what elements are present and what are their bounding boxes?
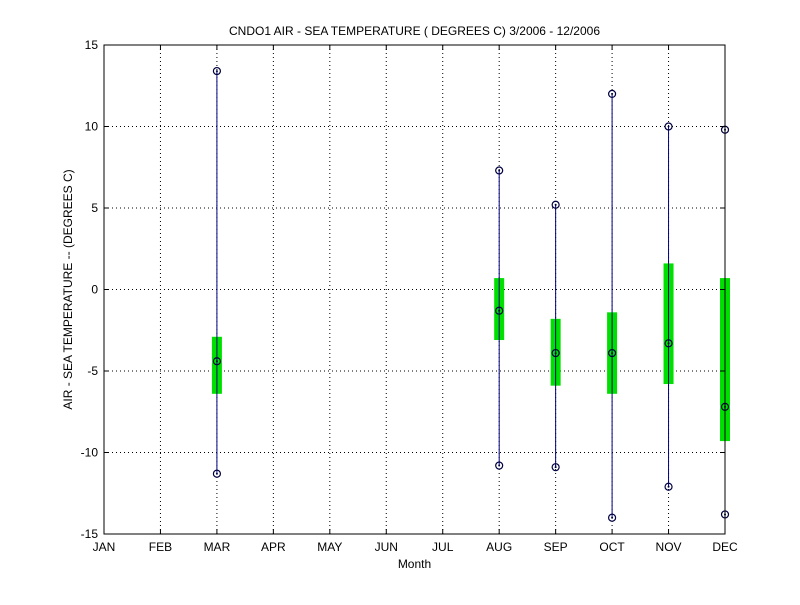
- y-tick-label: 5: [91, 201, 98, 215]
- min-marker-dot: [554, 466, 557, 469]
- y-tick-label: -5: [87, 364, 98, 378]
- y-axis-label: AIR - SEA TEMPERATURE -- (DEGREES C): [61, 169, 75, 409]
- x-axis-label: Month: [398, 557, 431, 571]
- max-marker-dot: [215, 70, 218, 73]
- median-marker-dot: [498, 309, 501, 312]
- median-marker-dot: [554, 352, 557, 355]
- x-tick-label: MAR: [204, 540, 231, 554]
- max-marker-dot: [554, 203, 557, 206]
- min-marker: [664, 482, 673, 491]
- x-tick-label: APR: [261, 540, 286, 554]
- boxplot-series: [211, 66, 730, 522]
- max-marker: [551, 200, 560, 209]
- chart-title: CNDO1 AIR - SEA TEMPERATURE ( DEGREES C)…: [229, 24, 600, 38]
- max-marker-dot: [498, 169, 501, 172]
- x-tick-label: JAN: [93, 540, 116, 554]
- max-marker: [664, 122, 673, 131]
- min-marker-dot: [611, 516, 614, 519]
- x-tick-label: OCT: [599, 540, 625, 554]
- ticks: JAN FEB MAR APR MAY JUN JUL AUG SEP OCT NOV DEC -15 -…: [81, 38, 738, 554]
- median-marker: [212, 357, 222, 366]
- x-tick-label: JUN: [375, 540, 398, 554]
- x-tick-label: DEC: [712, 540, 738, 554]
- x-tick-label: JUL: [432, 540, 454, 554]
- median-marker: [664, 339, 673, 348]
- y-tick-label: 15: [85, 38, 99, 52]
- max-marker: [495, 166, 504, 175]
- max-marker: [607, 89, 617, 99]
- median-marker: [495, 306, 504, 315]
- max-marker-dot: [667, 125, 670, 128]
- median-marker: [607, 348, 617, 358]
- grid: [104, 45, 725, 534]
- min-marker-dot: [667, 485, 670, 488]
- x-tick-label: AUG: [486, 540, 512, 554]
- min-marker: [551, 463, 560, 472]
- median-marker-dot: [667, 342, 670, 345]
- min-marker: [495, 461, 504, 470]
- y-tick-label: 10: [85, 120, 99, 134]
- x-tick-label: MAY: [317, 540, 342, 554]
- y-tick-label: -10: [81, 446, 99, 460]
- median-marker-dot: [611, 352, 614, 355]
- min-marker-dot: [215, 472, 218, 475]
- max-marker: [212, 66, 222, 76]
- x-tick-label: NOV: [656, 540, 682, 554]
- max-marker-dot: [611, 92, 614, 95]
- x-tick-label: FEB: [149, 540, 172, 554]
- min-marker-dot: [498, 464, 501, 467]
- y-tick-label: -15: [81, 527, 99, 541]
- min-marker: [607, 513, 617, 522]
- x-tick-label: SEP: [544, 540, 568, 554]
- axes-frame: [103, 44, 726, 535]
- median-marker: [551, 348, 560, 358]
- y-tick-label: 0: [91, 283, 98, 297]
- median-marker-dot: [215, 360, 218, 363]
- min-marker: [212, 469, 222, 478]
